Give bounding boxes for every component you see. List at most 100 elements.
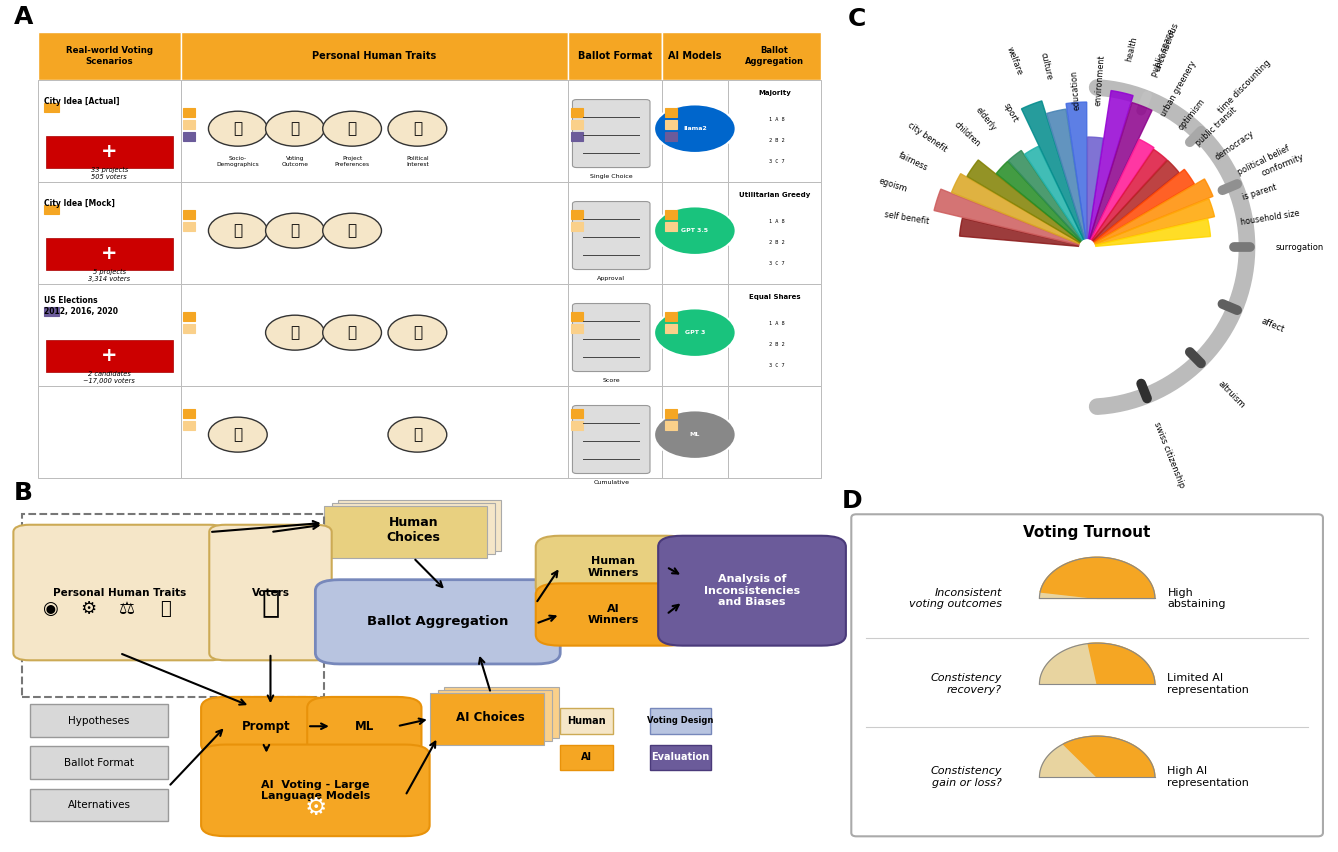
- Text: 2 candidates
~17,000 voters: 2 candidates ~17,000 voters: [83, 371, 135, 383]
- Polygon shape: [1040, 736, 1155, 777]
- Polygon shape: [1040, 557, 1155, 598]
- Text: B: B: [13, 481, 32, 504]
- Bar: [183, 222, 195, 231]
- FancyBboxPatch shape: [650, 708, 712, 734]
- FancyBboxPatch shape: [324, 506, 487, 558]
- Circle shape: [388, 315, 447, 350]
- Bar: [662, 284, 728, 386]
- Text: GPT 3: GPT 3: [685, 331, 705, 335]
- Text: City Idea [Actual]: City Idea [Actual]: [44, 97, 120, 106]
- Bar: [183, 409, 195, 417]
- Text: AI Models: AI Models: [668, 51, 721, 60]
- Text: 1 A 8: 1 A 8: [769, 321, 784, 326]
- Bar: [665, 421, 677, 429]
- Polygon shape: [1094, 170, 1195, 243]
- Text: Constistency
recovery?: Constistency recovery?: [930, 673, 1002, 695]
- Bar: [571, 120, 583, 129]
- Text: welfare: welfare: [1005, 45, 1024, 77]
- FancyBboxPatch shape: [561, 708, 613, 734]
- FancyBboxPatch shape: [438, 689, 553, 741]
- Circle shape: [322, 213, 381, 248]
- Bar: [183, 120, 195, 129]
- Bar: [571, 108, 583, 117]
- Bar: [181, 386, 569, 478]
- Bar: [571, 324, 583, 332]
- Text: 👤: 👤: [290, 325, 300, 340]
- FancyBboxPatch shape: [339, 500, 502, 551]
- Text: Score: Score: [602, 377, 619, 383]
- Text: 2 B 2: 2 B 2: [769, 138, 784, 143]
- Text: ◉: ◉: [43, 600, 58, 618]
- Bar: [183, 108, 195, 117]
- Text: High AI
representation: High AI representation: [1167, 767, 1250, 788]
- FancyBboxPatch shape: [13, 525, 226, 660]
- Polygon shape: [1093, 160, 1179, 242]
- Text: Real-world Voting
Scenarios: Real-world Voting Scenarios: [66, 46, 153, 66]
- FancyBboxPatch shape: [29, 705, 169, 737]
- Text: Political
Interest: Political Interest: [405, 156, 428, 167]
- Text: Voting Design: Voting Design: [648, 717, 713, 725]
- Circle shape: [265, 213, 324, 248]
- Circle shape: [322, 315, 381, 350]
- Bar: [571, 312, 583, 320]
- Text: democracy: democracy: [1214, 129, 1256, 162]
- Circle shape: [654, 105, 736, 153]
- Bar: [571, 210, 583, 218]
- Text: Constistency
gain or loss?: Constistency gain or loss?: [930, 767, 1002, 788]
- Bar: [181, 32, 569, 80]
- Text: ML: ML: [689, 432, 700, 437]
- Text: children: children: [951, 120, 982, 148]
- Circle shape: [388, 417, 447, 452]
- Text: swiss citizenship: swiss citizenship: [1152, 421, 1187, 490]
- Text: Evaluation: Evaluation: [652, 752, 709, 763]
- Bar: [571, 222, 583, 231]
- Text: 1 A 8: 1 A 8: [769, 219, 784, 224]
- Text: sport: sport: [1001, 102, 1020, 124]
- Text: 👤: 👤: [290, 121, 300, 136]
- Polygon shape: [959, 218, 1078, 246]
- FancyBboxPatch shape: [201, 745, 429, 836]
- Text: Majority: Majority: [759, 89, 791, 95]
- Circle shape: [654, 308, 736, 357]
- Text: Socio-
Demographics: Socio- Demographics: [217, 156, 260, 167]
- Text: Ilama2: Ilama2: [682, 126, 706, 131]
- Text: 👤: 👤: [348, 325, 357, 340]
- Bar: [37, 32, 181, 80]
- Circle shape: [209, 112, 268, 147]
- Text: self benefit: self benefit: [884, 210, 930, 227]
- Bar: [569, 284, 662, 386]
- Text: GPT 3.5: GPT 3.5: [681, 228, 708, 233]
- Text: public space: public space: [1149, 27, 1176, 78]
- Bar: [665, 132, 677, 141]
- Circle shape: [265, 112, 324, 147]
- Bar: [571, 132, 583, 141]
- Text: 👤: 👤: [348, 223, 357, 239]
- Bar: [728, 386, 822, 478]
- Text: 🏛: 🏛: [159, 600, 170, 618]
- Text: Cumulative: Cumulative: [593, 480, 629, 485]
- Text: 👤: 👤: [413, 325, 421, 340]
- Text: time discounting: time discounting: [1216, 59, 1272, 115]
- FancyBboxPatch shape: [201, 697, 332, 756]
- Text: AI  Voting - Large
Language Models: AI Voting - Large Language Models: [261, 780, 371, 801]
- FancyBboxPatch shape: [209, 525, 332, 660]
- Text: A: A: [13, 5, 32, 29]
- Text: 👤: 👤: [290, 223, 300, 239]
- Text: 33 projects
505 voters: 33 projects 505 voters: [91, 167, 128, 180]
- Text: Hypotheses: Hypotheses: [68, 716, 130, 726]
- Text: Approval: Approval: [597, 276, 625, 281]
- Bar: [665, 409, 677, 417]
- Text: 3 C 7: 3 C 7: [769, 363, 784, 368]
- FancyBboxPatch shape: [29, 746, 169, 780]
- Bar: [37, 182, 181, 284]
- Text: 3 C 7: 3 C 7: [769, 262, 784, 267]
- Polygon shape: [1021, 101, 1085, 239]
- FancyBboxPatch shape: [561, 745, 613, 770]
- Bar: [665, 120, 677, 129]
- Polygon shape: [1092, 149, 1167, 240]
- Bar: [728, 182, 822, 284]
- Bar: [665, 108, 677, 117]
- Bar: [37, 386, 181, 478]
- Bar: [665, 312, 677, 320]
- Polygon shape: [1088, 90, 1133, 239]
